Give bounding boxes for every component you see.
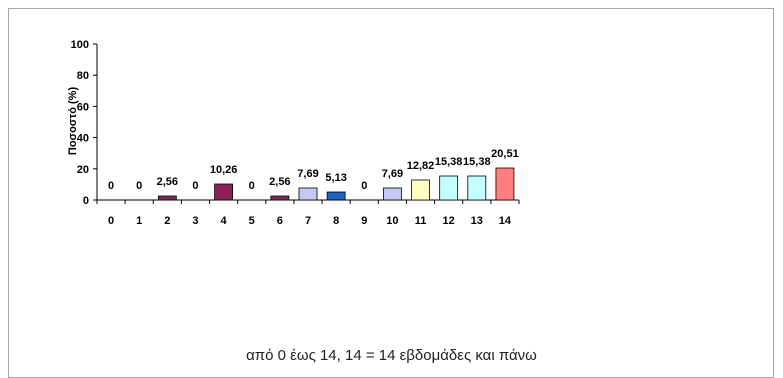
bar-8 (326, 191, 346, 201)
data-label: 5,13 (325, 172, 346, 184)
y-tick-label: 20 (77, 164, 89, 176)
data-label: 20,51 (491, 148, 519, 160)
data-label: 2,56 (157, 176, 178, 188)
bar-4 (214, 183, 234, 201)
x-tick-label: 7 (305, 215, 311, 227)
x-tick-label: 6 (277, 215, 283, 227)
x-tick-label: 12 (443, 215, 455, 227)
y-tick-label: 0 (83, 195, 89, 207)
data-label: 0 (192, 180, 198, 192)
y-tick-label: 60 (77, 101, 89, 113)
data-label: 7,69 (297, 168, 318, 180)
x-tick-label: 0 (108, 215, 114, 227)
data-label: 2,56 (269, 176, 290, 188)
y-tick-label: 40 (77, 133, 89, 145)
data-label: 12,82 (407, 160, 435, 172)
data-label: 15,38 (463, 156, 491, 168)
x-tick-label: 1 (136, 215, 142, 227)
x-tick-label: 10 (386, 215, 398, 227)
x-tick-label: 8 (333, 215, 339, 227)
x-tick-label: 13 (471, 215, 483, 227)
x-tick-label: 2 (164, 215, 170, 227)
bar-10 (382, 187, 402, 201)
y-axis-label: Ποσοστό (%) (67, 87, 79, 156)
data-label: 0 (108, 180, 114, 192)
bar-6 (270, 195, 290, 201)
y-tick-label: 80 (77, 70, 89, 82)
x-tick-label: 3 (192, 215, 198, 227)
bar-7 (298, 187, 318, 201)
x-tick-label: 11 (415, 215, 427, 227)
y-tick-label: 100 (71, 39, 89, 51)
data-label: 15,38 (435, 156, 463, 168)
bar-11 (411, 179, 430, 201)
x-tick-label: 5 (249, 215, 255, 227)
data-label: 0 (361, 180, 367, 192)
bar-13 (467, 175, 487, 201)
data-label: 0 (136, 180, 142, 192)
data-label: 7,69 (382, 168, 403, 180)
bars (157, 167, 515, 201)
bar-2 (157, 195, 177, 201)
x-tick-label: 4 (221, 215, 228, 227)
x-tick-label: 14 (499, 215, 512, 227)
data-label: 10,26 (210, 164, 238, 176)
x-axis-caption: από 0 έως 14, 14 = 14 εβδομάδες και πάνω (246, 347, 537, 364)
bar-12 (439, 175, 459, 201)
bar-14 (495, 167, 515, 201)
data-label: 0 (249, 180, 255, 192)
x-tick-label: 9 (361, 215, 367, 227)
